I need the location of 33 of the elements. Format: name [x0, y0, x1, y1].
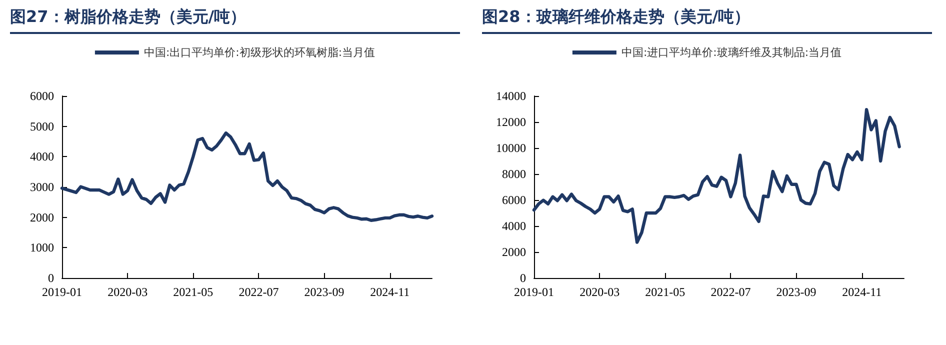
y-tick-label: 3000 — [30, 180, 54, 194]
line-series — [532, 108, 901, 244]
y-tick-label: 5000 — [30, 119, 54, 134]
y-tick-label: 6000 — [502, 193, 526, 207]
y-tick-label: 12000 — [496, 115, 526, 129]
y-tick-label: 10000 — [496, 141, 526, 155]
x-tick-label: 2019-01 — [514, 285, 554, 299]
x-tick-label: 2021-05 — [645, 285, 686, 299]
x-tick-label: 2020-03 — [108, 285, 148, 299]
x-tick-label: 2024-11 — [842, 285, 882, 299]
y-tick-label: 4000 — [30, 150, 54, 164]
legend-label: 中国:进口平均单价:玻璃纤维及其制品:当月值 — [621, 46, 842, 59]
x-tick-label: 2024-11 — [370, 285, 410, 299]
x-tick-label: 2023-09 — [776, 285, 816, 299]
line-series — [60, 131, 434, 222]
y-tick-label: 2000 — [30, 210, 54, 224]
x-tick-label: 2022-07 — [238, 285, 279, 299]
chart-title: 图27：树脂价格走势（美元/吨） — [10, 4, 460, 34]
y-tick-label: 0 — [48, 271, 54, 285]
x-tick-label: 2021-05 — [173, 285, 214, 299]
x-tick-label: 2022-07 — [710, 285, 751, 299]
y-tick-label: 0 — [520, 271, 526, 285]
y-tick-label: 1000 — [30, 240, 54, 255]
y-tick-label: 8000 — [502, 167, 526, 181]
x-tick-label: 2019-01 — [42, 285, 82, 299]
x-tick-label: 2023-09 — [304, 285, 344, 299]
y-tick-label: 2000 — [502, 245, 526, 259]
y-tick-label: 14000 — [496, 89, 526, 103]
y-tick-label: 6000 — [30, 89, 54, 103]
x-tick-label: 2020-03 — [580, 285, 620, 299]
legend-label: 中国:出口平均单价:初级形状的环氧树脂:当月值 — [144, 46, 376, 59]
y-tick-label: 4000 — [502, 219, 526, 233]
chart-title: 图28：玻璃纤维价格走势（美元/吨） — [482, 4, 932, 34]
